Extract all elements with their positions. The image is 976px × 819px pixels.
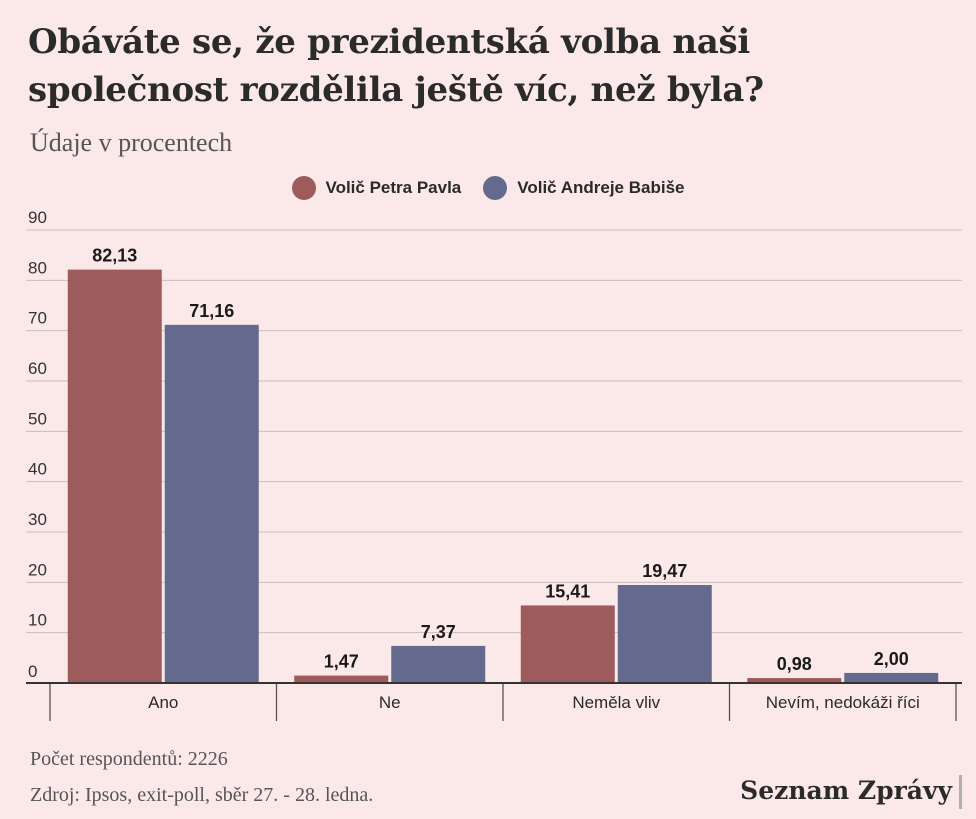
source-note: Zdroj: Ipsos, exit-poll, sběr 27. - 28. … [30,784,374,806]
bar-babis-1 [391,645,486,683]
respondents-note: Počet respondentů: 2226 [30,748,228,770]
legend-swatch-pavel [291,176,316,200]
y-tick-label-40: 40 [28,460,47,479]
brand-divider [959,775,962,809]
bar-chart: 0 10 20 30 40 50 60 70 80 90 82,13 71,16 Ano 1,47 7,37… [26,208,962,721]
bar-pavel-0 [67,269,162,683]
y-tick-label-90: 90 [28,208,47,227]
bar-babis-2 [617,585,712,683]
brand-logo: Seznam Zprávy [740,776,952,805]
legend-item-babis: Volič Andreje Babiše [483,176,685,200]
chart-legend: Volič Petra Pavla Volič Andreje Babiše [0,176,976,200]
x-tick-label-2: Neměla vliv [572,693,660,712]
chart-subtitle: Údaje v procentech [30,128,233,157]
chart-title: Obáváte se, že prezidentská volba naši s… [28,22,764,110]
bar-babis-3 [844,672,939,683]
x-tick-label-3: Nevím, nedokáži říci [766,693,920,712]
data-label-pavel-3: 0,98 [777,654,812,674]
y-tick-label-20: 20 [28,560,47,579]
bar-babis-0 [164,324,259,683]
data-label-pavel-2: 15,41 [545,581,590,601]
x-tick-label-0: Ano [148,693,178,712]
legend-label-babis: Volič Andreje Babiše [517,178,685,197]
bar-pavel-2 [520,605,615,683]
y-tick-label-30: 30 [28,510,47,529]
y-tick-label-70: 70 [28,309,47,328]
y-tick-label-80: 80 [28,258,47,277]
data-label-pavel-0: 82,13 [92,246,137,266]
y-tick-label-60: 60 [28,359,47,378]
legend-label-pavel: Volič Petra Pavla [325,178,462,197]
y-tick-label-0: 0 [28,662,37,681]
data-label-pavel-1: 1,47 [324,652,359,672]
x-tick-label-1: Ne [379,693,401,712]
y-tick-label-10: 10 [28,611,47,630]
legend-item-pavel: Volič Petra Pavla [291,176,462,200]
y-tick-label-50: 50 [28,409,47,428]
data-label-babis-3: 2,00 [874,649,909,669]
bar-pavel-1 [294,675,389,683]
data-label-babis-0: 71,16 [189,301,234,321]
data-label-babis-1: 7,37 [421,622,456,642]
data-label-babis-2: 19,47 [642,561,687,581]
bar-pavel-3 [747,678,842,683]
legend-swatch-babis [483,176,508,200]
